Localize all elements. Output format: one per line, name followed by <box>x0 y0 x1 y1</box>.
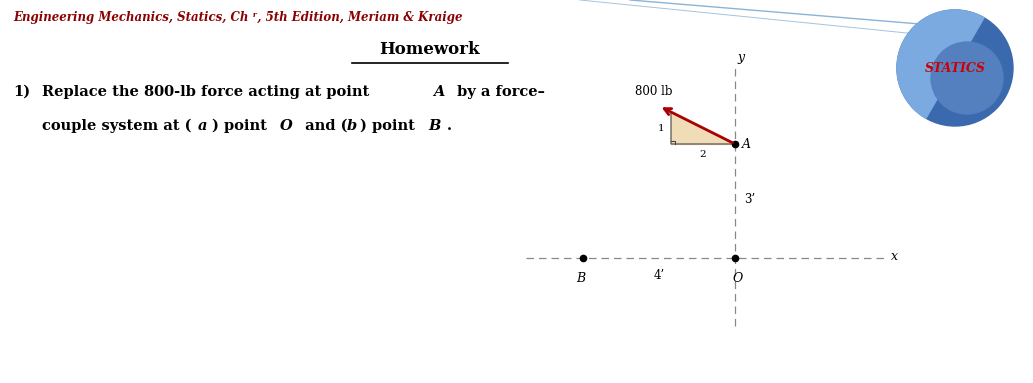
Text: A: A <box>742 137 751 151</box>
Text: and (: and ( <box>300 119 347 133</box>
Text: .: . <box>447 119 452 133</box>
Circle shape <box>931 42 1003 114</box>
Text: 800 lb: 800 lb <box>635 85 672 98</box>
Text: ) point: ) point <box>359 119 420 133</box>
Text: 1): 1) <box>13 85 30 99</box>
Text: Engineering Mechanics, Statics, Ch ʳ, 5th Edition, Meriam & Kraige: Engineering Mechanics, Statics, Ch ʳ, 5t… <box>13 11 463 24</box>
Text: B: B <box>428 119 440 133</box>
Text: couple system at (: couple system at ( <box>42 119 191 133</box>
Text: Replace the 800-lb force acting at point: Replace the 800-lb force acting at point <box>42 85 374 99</box>
Text: O: O <box>280 119 292 133</box>
Text: STATICS: STATICS <box>925 62 985 75</box>
Text: y: y <box>738 51 745 64</box>
Text: a: a <box>198 119 208 133</box>
Text: x: x <box>890 250 898 264</box>
Text: 2: 2 <box>699 150 707 159</box>
Text: 3’: 3’ <box>744 193 755 206</box>
Text: B: B <box>576 272 586 285</box>
Wedge shape <box>897 10 984 118</box>
Text: O: O <box>732 272 743 285</box>
Text: 1: 1 <box>657 123 664 133</box>
Text: A: A <box>433 85 444 99</box>
Text: b: b <box>347 119 357 133</box>
Text: by a force–: by a force– <box>452 85 544 99</box>
Text: Homework: Homework <box>380 41 480 58</box>
Polygon shape <box>671 112 735 144</box>
Text: 4’: 4’ <box>654 269 664 282</box>
Text: ) point: ) point <box>212 119 272 133</box>
Circle shape <box>897 10 1013 126</box>
